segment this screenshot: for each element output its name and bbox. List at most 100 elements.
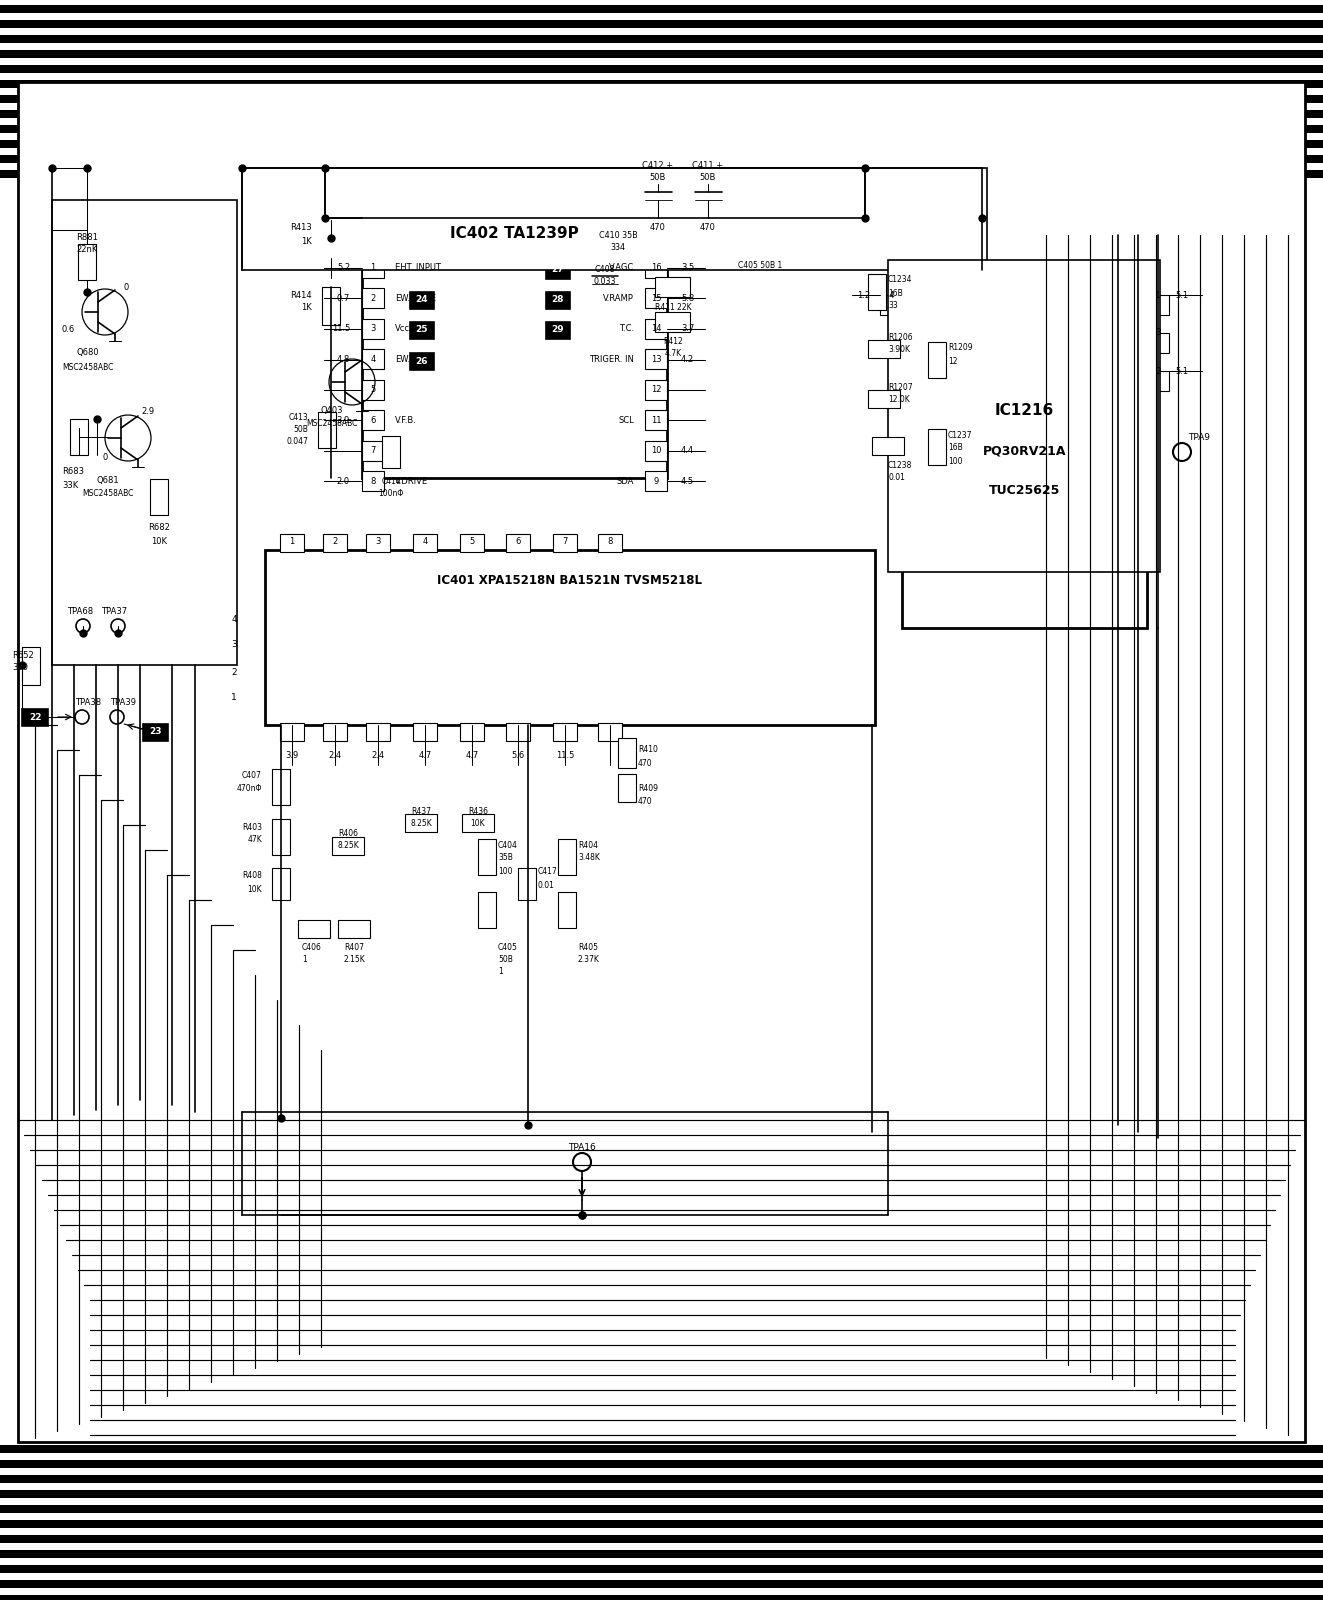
Text: TUC25625: TUC25625 [988, 483, 1060, 498]
Text: C406: C406 [302, 944, 321, 952]
Text: 7: 7 [562, 538, 568, 547]
Text: MSC2458ABC: MSC2458ABC [62, 363, 114, 371]
Bar [558, 838, 576, 875]
Bar [1147, 333, 1170, 354]
Bar [363, 258, 384, 278]
Text: MSC2458ABC: MSC2458ABC [82, 490, 134, 499]
Text: 7: 7 [370, 446, 376, 456]
Text: C408: C408 [594, 266, 615, 275]
Text: 4: 4 [422, 538, 427, 547]
Bar [0, 66, 1323, 72]
Bar [868, 341, 900, 358]
Text: 330: 330 [12, 664, 28, 672]
Text: 16B: 16B [888, 288, 902, 298]
Text: 2: 2 [332, 538, 337, 547]
Text: 100nΦ: 100nΦ [378, 490, 404, 499]
Text: 5.1: 5.1 [1175, 291, 1188, 299]
Bar [646, 472, 667, 491]
Bar [1147, 371, 1170, 390]
Bar [646, 349, 667, 370]
Text: R406: R406 [337, 829, 359, 838]
Text: 9: 9 [654, 477, 659, 486]
Text: 2.0: 2.0 [337, 477, 351, 486]
Text: R414: R414 [290, 291, 312, 299]
Bar [546, 261, 570, 278]
Text: 0: 0 [102, 453, 107, 462]
Bar [363, 318, 384, 339]
Text: 2.37K: 2.37K [578, 955, 599, 965]
Text: 3.9: 3.9 [286, 750, 299, 760]
Text: C1234: C1234 [888, 275, 913, 285]
Bar [0, 1520, 1323, 1528]
Bar [0, 1595, 1323, 1600]
Text: 2.15K: 2.15K [343, 955, 365, 965]
Bar [546, 322, 570, 339]
Bar [927, 429, 946, 466]
Text: 4: 4 [232, 614, 237, 624]
Text: 2.4: 2.4 [328, 750, 341, 760]
Bar [646, 318, 667, 339]
Text: 3.48K: 3.48K [578, 853, 599, 862]
Text: 29: 29 [552, 325, 565, 334]
Text: C405 50B 1: C405 50B 1 [738, 261, 782, 269]
Text: V.F.B.: V.F.B. [396, 416, 417, 426]
Point [315, 155, 336, 181]
Text: 27: 27 [552, 266, 565, 275]
Text: SCL: SCL [618, 416, 634, 426]
Bar [0, 50, 1323, 58]
Bar [646, 442, 667, 461]
Bar [478, 838, 496, 875]
Text: 16B: 16B [949, 443, 963, 453]
Bar [646, 379, 667, 400]
Bar [505, 723, 531, 741]
Text: 6: 6 [370, 416, 376, 426]
Bar [273, 819, 290, 854]
Bar [273, 770, 290, 805]
Text: R652: R652 [12, 651, 34, 659]
Text: 0.01: 0.01 [538, 880, 554, 890]
Text: PQ30RV21A: PQ30RV21A [983, 443, 1066, 458]
Bar [868, 274, 886, 310]
Text: C404: C404 [497, 840, 517, 850]
Point [77, 278, 98, 304]
Bar [460, 534, 484, 552]
Point [855, 155, 876, 181]
Bar [902, 262, 1147, 627]
Text: 22nK: 22nK [77, 245, 98, 254]
Bar [927, 342, 946, 378]
Text: 3.90K: 3.90K [888, 346, 910, 355]
Text: IC401 XPA15218N BA1521N TVSM5218L: IC401 XPA15218N BA1521N TVSM5218L [438, 573, 703, 587]
Bar [558, 893, 576, 928]
Text: R881: R881 [75, 232, 98, 242]
Text: 2: 2 [232, 667, 237, 677]
Text: R403: R403 [242, 822, 262, 832]
Text: 8: 8 [607, 538, 613, 547]
Text: 3.5: 3.5 [681, 264, 695, 272]
Bar [519, 867, 536, 899]
Bar [646, 411, 667, 430]
Text: 6: 6 [516, 538, 521, 547]
Text: R409: R409 [638, 784, 658, 792]
Bar [0, 141, 1323, 147]
Text: C417: C417 [538, 867, 558, 877]
Bar [872, 437, 904, 454]
Bar [143, 723, 168, 741]
Text: V.RAMP: V.RAMP [603, 294, 634, 302]
Text: R413: R413 [290, 224, 312, 232]
Text: 5.2: 5.2 [337, 264, 351, 272]
Text: 10: 10 [651, 446, 662, 456]
Text: R682: R682 [148, 523, 169, 533]
Text: 11.5: 11.5 [332, 325, 351, 333]
Bar [478, 893, 496, 928]
Text: 2: 2 [370, 294, 376, 302]
Text: 0.033: 0.033 [594, 277, 617, 286]
Point [107, 621, 128, 646]
Point [270, 1106, 291, 1131]
Bar [0, 5, 1323, 13]
Bar [0, 1490, 1323, 1498]
Text: R683: R683 [62, 467, 83, 477]
Bar [553, 534, 577, 552]
Text: 24: 24 [415, 296, 429, 304]
Text: Q681: Q681 [97, 475, 119, 485]
Text: 28: 28 [552, 296, 564, 304]
